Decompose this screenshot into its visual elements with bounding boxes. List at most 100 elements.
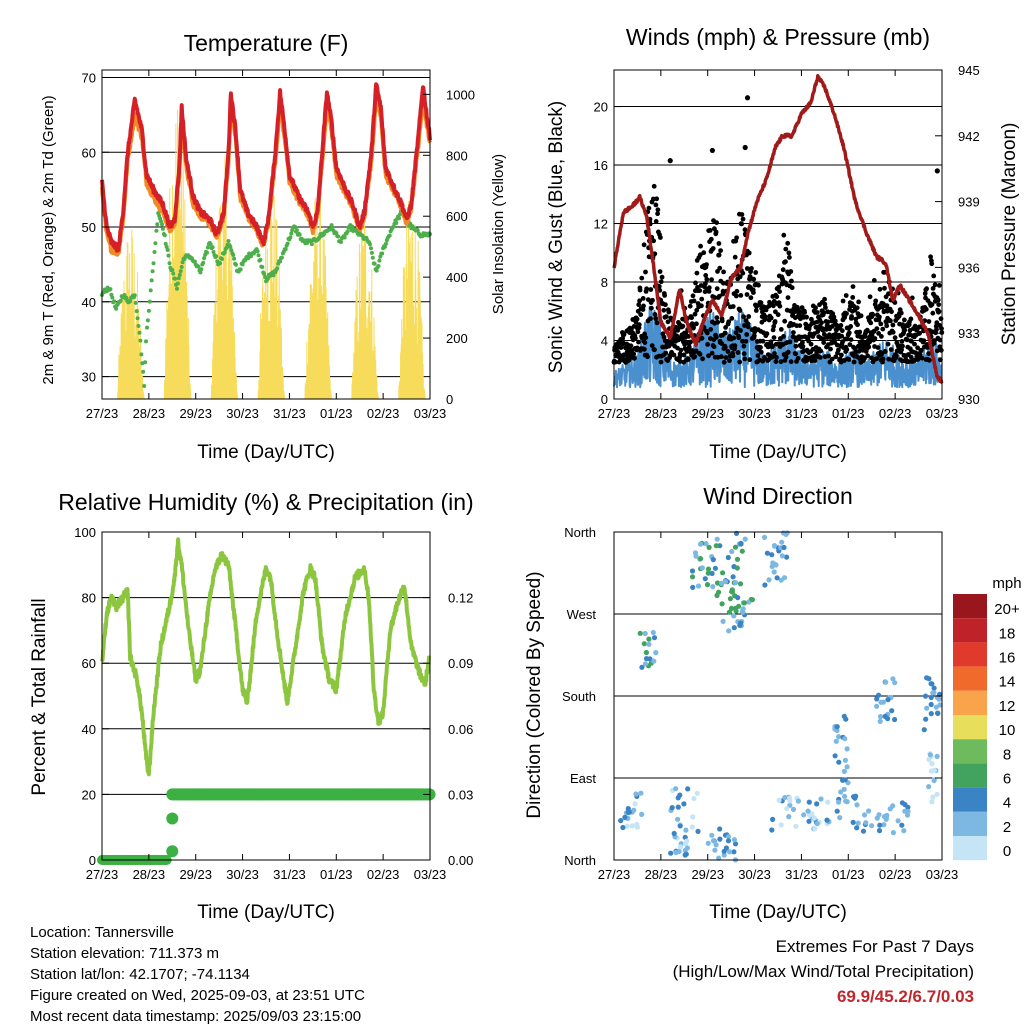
gust-point (704, 277, 710, 282)
direction-point (931, 690, 937, 696)
dewpoint-point (145, 325, 149, 330)
gust-point (856, 299, 861, 305)
gust-point (856, 348, 862, 354)
gust-point (899, 347, 904, 353)
gust-point (725, 349, 731, 354)
x-tick-label: 03/23 (414, 867, 447, 882)
gust-point (718, 248, 723, 254)
gust-point (815, 329, 821, 334)
gust-point (700, 356, 705, 362)
x-tick-label: 02/23 (367, 406, 400, 421)
direction-point (877, 714, 884, 720)
gust-point (888, 347, 894, 352)
direction-point (762, 582, 768, 588)
gust-point (915, 345, 920, 351)
direction-point (929, 799, 935, 805)
dewpoint-point (201, 260, 206, 265)
direction-point (778, 822, 784, 828)
direction-point (671, 830, 677, 837)
direction-point (842, 757, 849, 763)
direction-point (631, 807, 637, 813)
direction-point (881, 814, 888, 820)
gust-point (932, 338, 937, 344)
gust-point (723, 355, 729, 360)
dewpoint-point (376, 264, 381, 268)
gust-point (923, 306, 929, 312)
gust-point (874, 356, 879, 362)
gust-point (918, 347, 924, 353)
gust-point (699, 335, 705, 341)
direction-point (705, 570, 711, 576)
gust-point (850, 284, 856, 289)
direction-point (716, 855, 722, 861)
winds-y2label: Station Pressure (Maroon) (999, 123, 1020, 346)
dewpoint-point (173, 276, 178, 281)
direction-point (892, 680, 898, 686)
y-tick-label: 4 (601, 334, 608, 349)
dewpoint-point (397, 216, 402, 221)
gust-point (686, 344, 692, 350)
gust-point (935, 297, 941, 303)
gust-point (866, 344, 872, 350)
dewpoint-point (149, 278, 154, 283)
gust-point (885, 341, 891, 347)
gust-point (771, 335, 777, 340)
gust-point (839, 333, 845, 339)
gust-point (780, 267, 786, 273)
gust-point (899, 339, 905, 344)
wind-direction-ticks: 27/23 28/23 29/23 30/23 31/23 01/23 02/23 03/23… (562, 525, 958, 882)
gust-point (823, 305, 828, 310)
direction-point (936, 696, 942, 702)
direction-point (926, 676, 932, 682)
direction-point (882, 713, 888, 720)
gust-point (658, 279, 664, 285)
gust-point (633, 335, 638, 341)
wind-direction-gridlines (614, 613, 942, 779)
x-tick-label: 31/23 (785, 867, 818, 882)
direction-point (622, 814, 628, 821)
humidity-series (97, 537, 436, 865)
gust-point (809, 316, 814, 322)
direction-point (801, 812, 807, 818)
gust-point (714, 220, 719, 226)
gust-point (654, 196, 660, 202)
dewpoint-point (394, 221, 399, 225)
gust-point (636, 302, 642, 308)
gust-point (640, 307, 646, 312)
gust-point (703, 281, 708, 286)
x-tick-label: 02/23 (367, 867, 400, 882)
y-tick-label: North (564, 525, 596, 540)
gust-point (758, 349, 764, 355)
dewpoint-point (208, 242, 213, 247)
direction-point (646, 636, 652, 642)
gust-point (875, 345, 881, 350)
direction-point (842, 793, 848, 799)
gust-point (746, 314, 752, 319)
direction-point (714, 536, 720, 542)
direction-point (737, 581, 744, 587)
dewpoint-point (297, 232, 302, 237)
direction-point (832, 753, 838, 759)
direction-point (824, 817, 830, 823)
gust-point (888, 318, 893, 324)
gust-point (654, 320, 660, 326)
temperature-ticks: 27/23 28/23 29/23 30/23 31/23 01/23 02/23 03/23… (82, 70, 475, 421)
gust-point (709, 277, 714, 282)
temperature-panel: Temperature (F) 27/23 28/23 29/23 30/23 31/2… (40, 30, 507, 463)
gust-point (732, 343, 738, 349)
gust-point (934, 327, 939, 332)
direction-point (716, 589, 722, 595)
direction-point (795, 798, 802, 804)
wind-direction-title: Wind Direction (703, 483, 853, 509)
gust-point (770, 344, 775, 349)
speed-legend: mph 20+ 18 16 14 12 10 8 6 4 2 0 (953, 575, 1022, 861)
direction-point (844, 799, 850, 805)
x-tick-label: 28/23 (133, 406, 166, 421)
gust-point (631, 351, 637, 357)
dewpoint-point (110, 295, 115, 300)
humidity-ylabel: Percent & Total Rainfall (29, 598, 50, 795)
gust-point (636, 322, 642, 328)
gust-point (785, 349, 791, 355)
gust-point (741, 351, 747, 357)
gust-point (739, 221, 744, 227)
